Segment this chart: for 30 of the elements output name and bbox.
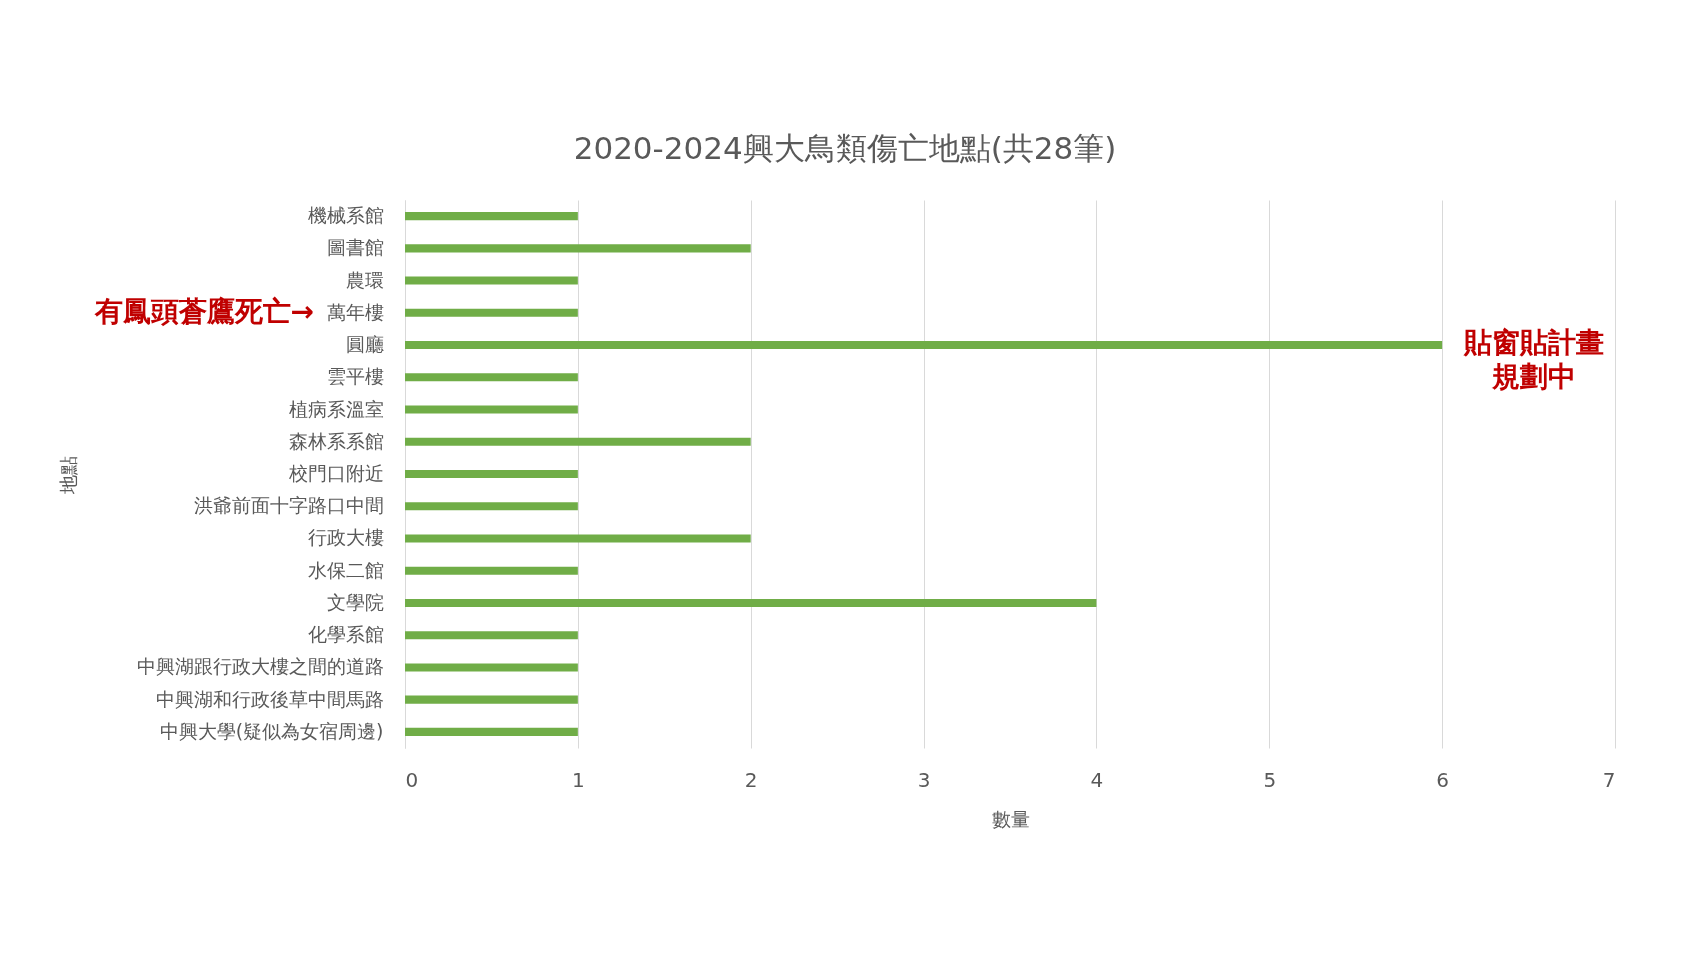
y-tick-label: 機械系館	[307, 204, 384, 227]
x-tick-label: 7	[1602, 767, 1616, 792]
y-tick-label: 萬年樓	[326, 300, 384, 323]
y-tick-label: 化學系館	[307, 623, 384, 646]
y-axis-title: 地點	[56, 455, 79, 495]
text: 有鳳頭蒼鷹死亡→	[93, 295, 314, 328]
y-tick-label: 校門口附近	[287, 462, 384, 484]
y-tick-label: 農環	[345, 268, 384, 291]
y-tick-label: 圓廳	[345, 333, 384, 356]
x-tick-label: 4	[1090, 767, 1104, 792]
y-tick-label: 中興湖跟行政大樓之間的道路	[136, 655, 384, 678]
x-tick-label: 3	[917, 767, 931, 792]
x-tick-label: 5	[1263, 767, 1277, 792]
y-tick-label: 圖書館	[326, 236, 384, 259]
x-tick-label: 1	[571, 767, 585, 792]
chart-title: 2020-2024興大鳥類傷亡地點(共28筆)	[573, 130, 1117, 166]
x-tick-label: 0	[405, 767, 419, 792]
y-tick-label: 行政大樓	[307, 526, 384, 549]
x-tick-label: 6	[1436, 767, 1450, 792]
annotation: 貼窗貼計畫規劃中	[1463, 326, 1605, 394]
x-axis-title: 數量	[991, 807, 1030, 830]
x-tick-label: 2	[744, 767, 758, 792]
y-tick-label: 植病系溫室	[288, 397, 384, 420]
y-tick-label: 洪爺前面十字路口中間	[193, 494, 384, 517]
y-tick-label: 水保二館	[307, 558, 384, 581]
y-tick-label: 中興大學(疑似為女宿周邊)	[159, 719, 384, 742]
y-tick-label: 雲平樓	[326, 365, 384, 388]
y-tick-label: 森林系系館	[288, 429, 384, 452]
y-tick-label: 中興湖和行政後草中間馬路	[155, 687, 384, 710]
y-tick-label: 文學院	[326, 590, 384, 613]
